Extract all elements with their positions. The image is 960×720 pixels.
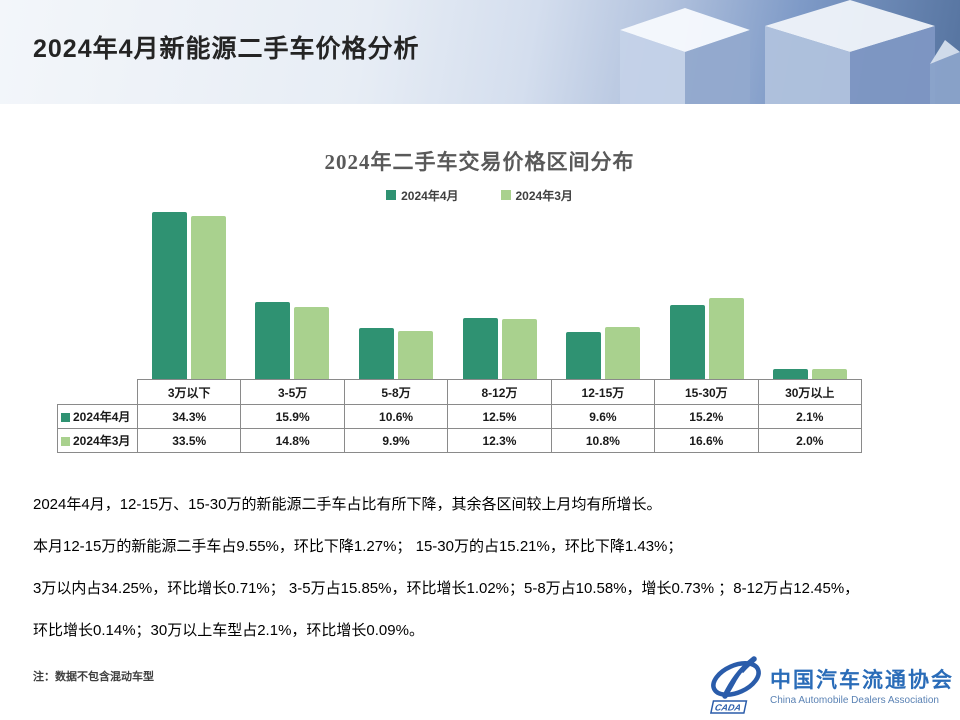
bar-group-1 [137,209,241,379]
table-value-cell: 9.6% [550,404,656,429]
legend-item: 2024年4月 [386,187,459,203]
bar-group-6 [655,209,759,379]
bar [812,369,848,379]
bar [708,298,744,379]
bar [255,301,291,379]
organization-logo: CADA 中国汽车流通协会 China Automobile Dealers A… [709,656,954,714]
table-category-header: 30万以上 [757,379,863,405]
table-value-cell: 10.6% [343,404,449,429]
chart-legend: 2024年4月 2024年3月 [57,187,862,203]
bar [566,332,602,379]
table-value-cell: 14.8% [240,428,345,453]
chart-data-table: 3万以下 3-5万 5-8万 8-12万 12-15万 15-30万 30万以上 2024年4… [57,379,863,453]
cada-logo-icon: CADA [709,656,761,714]
logo-name-en: China Automobile Dealers Association [770,695,939,706]
legend-swatch-icon [386,190,397,200]
slide-title: 2024年4月新能源二手车价格分析 [33,35,420,63]
table-value-cell: 33.5% [136,428,242,453]
table-value-cell: 12.3% [447,428,552,453]
table-row: 2024年3月 33.5% 14.8% 9.9% 12.3% 10.8% 16.6% 2.0% [57,428,863,453]
bar-group-2 [241,209,345,379]
svg-text:CADA: CADA [714,703,742,713]
bar [462,318,498,379]
bar [605,326,641,379]
table-value-cell: 9.9% [343,428,449,453]
bar [151,212,187,379]
series-swatch-icon [61,437,70,446]
table-value-cell: 15.9% [240,404,345,429]
chart-title: 2024年二手车交易价格区间分布 [324,150,635,174]
analysis-text: 2024年4月，12-15万、15-30万的新能源二手车占比有所下降，其余各区间… [33,493,927,640]
analysis-line-3: 3万以内占34.25%，环比增长0.71%； 3-5万占15.85%，环比增长1… [33,580,860,597]
slide-header: 2024年4月新能源二手车价格分析 [0,0,960,104]
chart-block: 2024年二手车交易价格区间分布 2024年4月 2024年3月 3万以下 3-5万… [57,146,863,453]
analysis-line-4: 环比增长0.14%；30万以上车型占2.1%，环比增长0.09%。 [33,622,424,639]
table-category-header: 8-12万 [447,379,552,405]
table-value-cell: 34.3% [136,404,242,429]
series-swatch-icon [61,413,70,422]
bar [501,319,537,379]
bar-group-4 [448,209,552,379]
analysis-line-2: 本月12-15万的新能源二手车占9.55%，环比下降1.27%； 15-30万的… [33,538,683,555]
bar-group-3 [344,209,448,379]
footnote: 注：数据不包含混动车型 [33,671,154,683]
bar-group-5 [551,209,655,379]
table-category-header: 15-30万 [654,379,759,405]
legend-item: 2024年3月 [500,187,573,203]
bar [190,216,226,379]
bar [397,330,433,379]
table-row: 2024年4月 34.3% 15.9% 10.6% 12.5% 9.6% 15.2% 2.1% [57,404,863,429]
logo-name-cn: 中国汽车流通协会 [770,669,954,692]
table-category-header: 3-5万 [240,379,345,405]
analysis-line-1: 2024年4月，12-15万、15-30万的新能源二手车占比有所下降，其余各区间… [33,496,662,513]
table-value-cell: 2.1% [757,404,863,429]
bar [294,307,330,379]
bar [358,327,394,379]
bar [773,368,809,379]
table-value-cell: 2.0% [757,428,863,453]
table-corner-cell [57,379,138,405]
table-value-cell: 15.2% [654,404,759,429]
header-cubes-decoration [620,0,960,104]
table-value-cell: 12.5% [447,404,552,429]
table-value-cell: 16.6% [654,428,759,453]
table-category-header: 12-15万 [550,379,656,405]
bar-group-7 [758,209,862,379]
legend-swatch-icon [500,190,511,200]
logo-text: 中国汽车流通协会 China Automobile Dealers Associ… [770,664,954,706]
table-row-label: 2024年4月 [57,404,138,429]
table-value-cell: 10.8% [550,428,656,453]
table-category-header: 5-8万 [343,379,449,405]
table-row-label: 2024年3月 [57,428,138,453]
bar [669,305,705,379]
table-category-header: 3万以下 [136,379,242,405]
plot-area [137,209,862,379]
